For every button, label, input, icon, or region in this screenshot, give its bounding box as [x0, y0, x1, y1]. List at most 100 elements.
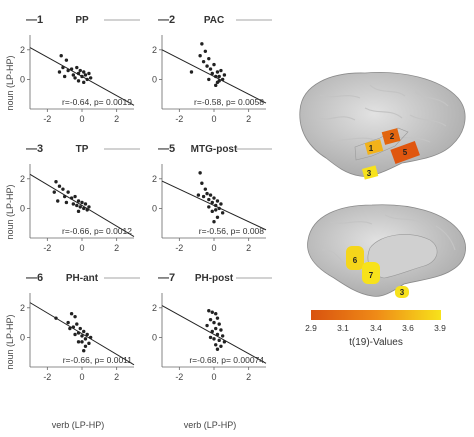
data-point [71, 325, 76, 329]
data-point [75, 65, 79, 70]
data-point [208, 67, 213, 71]
data-point [212, 196, 216, 200]
data-point [66, 68, 70, 73]
data-point [210, 71, 214, 76]
data-point [56, 199, 60, 203]
data-point [82, 80, 86, 85]
roi-lateral-label-1: 1 [369, 144, 374, 153]
data-point [62, 194, 67, 199]
data-point [207, 77, 211, 82]
data-point [208, 193, 213, 197]
panel-title: PH-post [195, 273, 234, 284]
stat-annotation: r=-0.56, p= 0.008 [199, 226, 264, 236]
y-tick-label: 0 [20, 203, 25, 213]
y-tick-label: 0 [20, 332, 25, 342]
data-point [69, 196, 74, 200]
data-point [85, 332, 89, 337]
stat-annotation: r=-0.64, p= 0.0019 [62, 97, 132, 107]
y-tick-label: 0 [152, 74, 157, 84]
data-point [71, 202, 76, 206]
data-point [198, 171, 202, 175]
x-tick-label: 2 [114, 114, 119, 124]
x-axis-title-left: verb (LP-HP) [52, 420, 105, 430]
panel-title: PH-ant [66, 273, 99, 284]
data-point [207, 309, 211, 313]
data-point [57, 70, 62, 74]
data-point [214, 83, 218, 88]
panel-number: —6 [26, 272, 43, 284]
data-point [88, 335, 93, 340]
scatter-panels: —1 PP 0 2 -2 0 2 r=-0.64, p= 0.0019 —2 PAC 0 2 -2 0 2 r… [20, 14, 272, 382]
data-point [215, 215, 220, 219]
data-point [73, 314, 77, 319]
data-point [76, 199, 81, 203]
x-tick-label: 2 [246, 372, 251, 382]
data-point [222, 340, 227, 344]
regression-line [29, 302, 135, 366]
data-point [87, 71, 91, 76]
data-point [83, 337, 88, 341]
roi-lateral-5 [390, 140, 420, 164]
data-point [87, 205, 91, 209]
roi-lateral-1 [364, 139, 384, 155]
data-point [54, 180, 58, 184]
y-axis-title-row1: noun (LP-HP) [5, 55, 15, 110]
colorbar: 2.9 3.1 3.4 3.6 3.9 t(19)-Values [305, 310, 446, 348]
data-point [210, 209, 214, 214]
data-point [217, 74, 221, 79]
roi-medial-3 [395, 286, 409, 298]
stat-annotation: r=-0.66, p= 0.0012 [62, 226, 132, 236]
data-point [189, 70, 194, 74]
data-point [217, 206, 221, 211]
y-axis-title-row3: noun (LP-HP) [5, 314, 15, 369]
data-point [82, 206, 86, 211]
data-point [78, 326, 82, 331]
data-point [75, 322, 79, 326]
data-point [54, 316, 58, 320]
data-point [214, 203, 218, 208]
x-tick-label: -2 [175, 114, 183, 124]
data-point [78, 68, 82, 73]
data-point [220, 211, 225, 215]
x-tick-label: 2 [114, 243, 119, 253]
x-tick-label: -2 [175, 372, 183, 382]
panel-number: —1 [26, 14, 43, 26]
data-point [222, 73, 227, 77]
data-point [62, 74, 67, 79]
brain-lateral-view: 1 2 5 3 [299, 72, 466, 180]
y-tick-label: 2 [152, 303, 157, 313]
data-point [210, 310, 214, 314]
regression-line [161, 180, 267, 231]
data-point [80, 340, 84, 344]
data-point [87, 341, 91, 346]
y-tick-label: 2 [20, 45, 25, 55]
y-tick-label: 0 [20, 74, 25, 84]
data-point [214, 74, 218, 79]
data-point [210, 329, 214, 334]
roi-medial-7 [362, 262, 380, 284]
colorbar-tick-2: 3.4 [370, 323, 382, 333]
x-tick-label: 2 [246, 114, 251, 124]
data-point [73, 76, 77, 80]
roi-medial-label-3: 3 [400, 288, 405, 297]
data-point [198, 54, 202, 58]
x-tick-label: -2 [175, 243, 183, 253]
data-point [205, 191, 209, 196]
panel-2: —2 PAC 0 2 -2 0 2 r=-0.58, p= 0.0058 [152, 14, 272, 124]
data-point [76, 340, 81, 344]
roi-medial-6 [346, 246, 364, 270]
x-tick-label: 0 [79, 372, 84, 382]
data-point [212, 320, 216, 325]
panel-1: —1 PP 0 2 -2 0 2 r=-0.64, p= 0.0019 [20, 14, 140, 124]
colorbar-gradient [311, 310, 441, 320]
data-point [214, 326, 218, 331]
data-point [203, 49, 208, 53]
stat-annotation: r=-0.68, p= 0.00074 [189, 355, 264, 365]
data-point [78, 205, 82, 209]
data-point [200, 181, 204, 185]
stat-annotation: r=-0.58, p= 0.0058 [194, 97, 264, 107]
panel-number: —5 [158, 143, 175, 155]
data-point [73, 332, 77, 337]
y-axis-title-row2: noun (LP-HP) [5, 184, 15, 239]
